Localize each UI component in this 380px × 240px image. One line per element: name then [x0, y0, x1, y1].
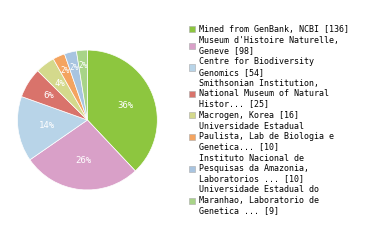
Text: 2%: 2%	[60, 66, 70, 75]
Wedge shape	[53, 54, 87, 120]
Text: 4%: 4%	[55, 79, 65, 88]
Wedge shape	[65, 51, 87, 120]
Wedge shape	[87, 50, 157, 171]
Text: 36%: 36%	[117, 101, 133, 109]
Wedge shape	[22, 71, 87, 120]
Text: 6%: 6%	[44, 91, 54, 100]
Text: 26%: 26%	[75, 156, 91, 165]
Wedge shape	[30, 120, 135, 190]
Text: 14%: 14%	[39, 121, 55, 130]
Text: 2%: 2%	[70, 63, 79, 72]
Wedge shape	[17, 96, 87, 160]
Wedge shape	[76, 50, 87, 120]
Text: 2%: 2%	[79, 61, 88, 70]
Legend: Mined from GenBank, NCBI [136], Museum d'Histoire Naturelle,
Geneve [98], Centre: Mined from GenBank, NCBI [136], Museum d…	[189, 25, 349, 215]
Wedge shape	[38, 59, 87, 120]
